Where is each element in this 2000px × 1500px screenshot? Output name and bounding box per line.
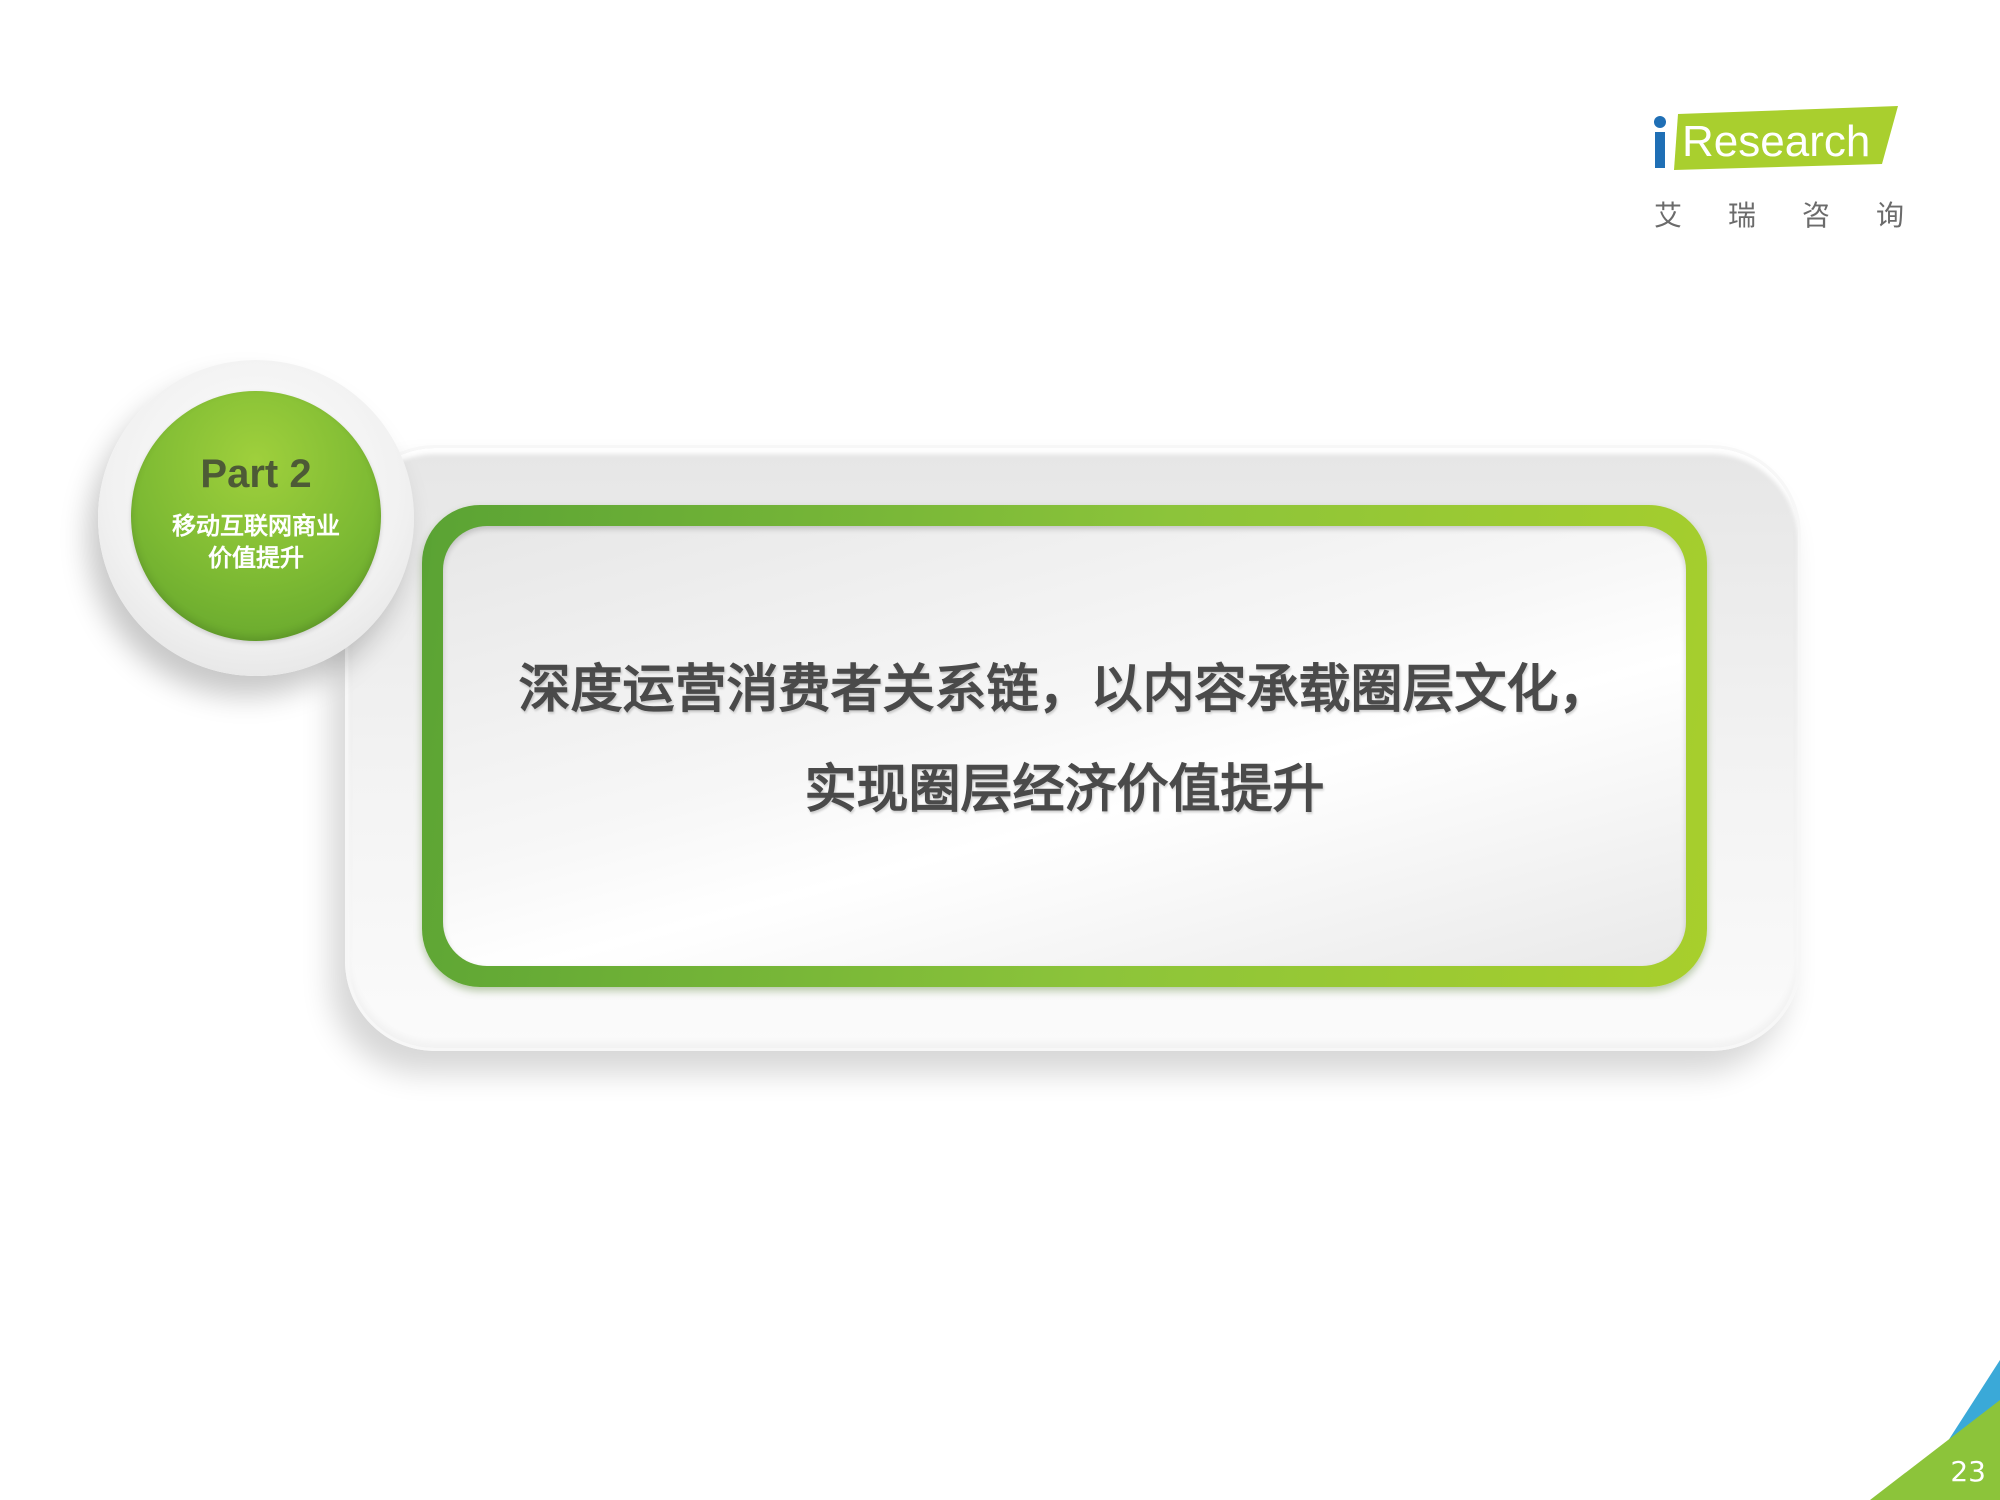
corner-decoration [1870,1360,2000,1500]
logo-char: 艾 [1654,199,1683,232]
part-subtitle-line-1: 移动互联网商业 [172,512,340,540]
logo-char: 询 [1875,199,1904,232]
part-subtitle-line-2: 价值提升 [208,544,304,572]
logo-char: 瑞 [1727,199,1756,232]
logo-char: 咨 [1801,199,1830,232]
logo-brand-text: Research [1682,117,1870,166]
logo-chinese-name: 艾 瑞 咨 询 [1654,194,1904,234]
part-title: Part 2 [200,452,312,496]
section-headline: 深度运营消费者关系链，以内容承载圈层文化， 实现圈层经济价值提升 [443,640,1686,840]
page-number: 23 [1950,1455,1986,1488]
part-badge [131,391,381,641]
iresearch-logo: Research 艾 瑞 咨 询 [1650,100,1910,232]
headline-line-2: 实现圈层经济价值提升 [804,760,1325,820]
headline-line-1: 深度运营消费者关系链，以内容承载圈层文化， [518,660,1611,720]
part-subtitle: 移动互联网商业 价值提升 [131,510,381,574]
iresearch-logo-mark: Research [1654,106,1898,170]
inner-content-box [443,526,1686,966]
